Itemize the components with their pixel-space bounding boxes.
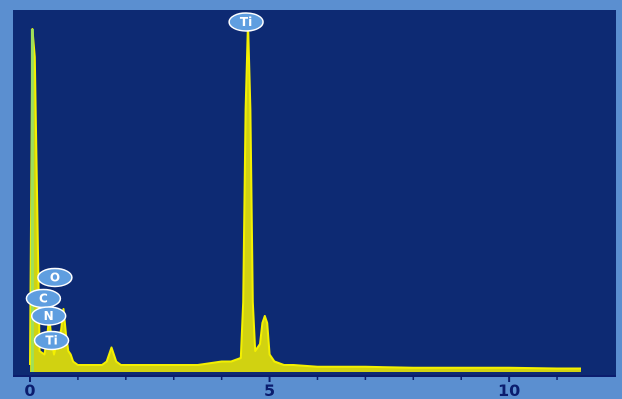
x-ticks: 0 5 10 <box>24 376 558 399</box>
peak-label-badge-0 <box>228 12 264 32</box>
peak-label-0: Ti <box>228 12 264 32</box>
x-axis-strip <box>13 376 616 399</box>
peak-label-4: Ti <box>33 330 70 351</box>
peak-label-text-4: Ti <box>45 334 57 348</box>
peak-label-badge-1 <box>37 267 73 288</box>
peak-label-1: O <box>37 267 73 288</box>
x-tick-label-1: 5 <box>264 381 275 399</box>
peak-label-badge-3 <box>30 306 67 326</box>
peak-label-text-3: N <box>44 309 54 323</box>
peak-label-text-2: C <box>39 292 48 306</box>
plot-area <box>13 10 616 376</box>
peak-label-badge-4 <box>33 330 70 351</box>
peak-label-text-0: Ti <box>240 15 252 29</box>
x-tick-label-0: 0 <box>24 381 35 399</box>
peak-label-3: N <box>30 306 67 326</box>
x-tick-label-2: 10 <box>498 381 520 399</box>
peak-label-text-1: O <box>50 271 60 285</box>
peak-labels: Ti OCN Ti <box>25 12 264 351</box>
peak-label-2: C <box>25 288 62 309</box>
